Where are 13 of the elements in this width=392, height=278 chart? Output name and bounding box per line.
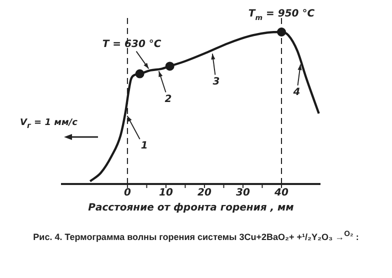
text: Рис. 4. Термограмма волны горения системы 3Cu+2BaO₂+ +¹/₂Y₂O₃ →$^{O₂}$ : [32,228,360,244]
x-tick-label: 40 [274,188,288,199]
annotation: 2 [164,94,172,105]
annotation: T = 630 °C [102,38,162,50]
annotation: V$_{г}$ = 1 мм/с [20,118,78,130]
x-tick-label: 30 [236,188,250,199]
annotation: 4 [292,86,300,98]
x-tick-label: 20 [198,188,212,199]
x-tick-label: 10 [159,188,173,199]
annotation: 1 [140,140,148,152]
x-axis-title: Расстояние от фронта горения , мм [88,202,294,214]
annotation: 3 [212,76,220,88]
x-tick-label: 0 [124,188,131,199]
